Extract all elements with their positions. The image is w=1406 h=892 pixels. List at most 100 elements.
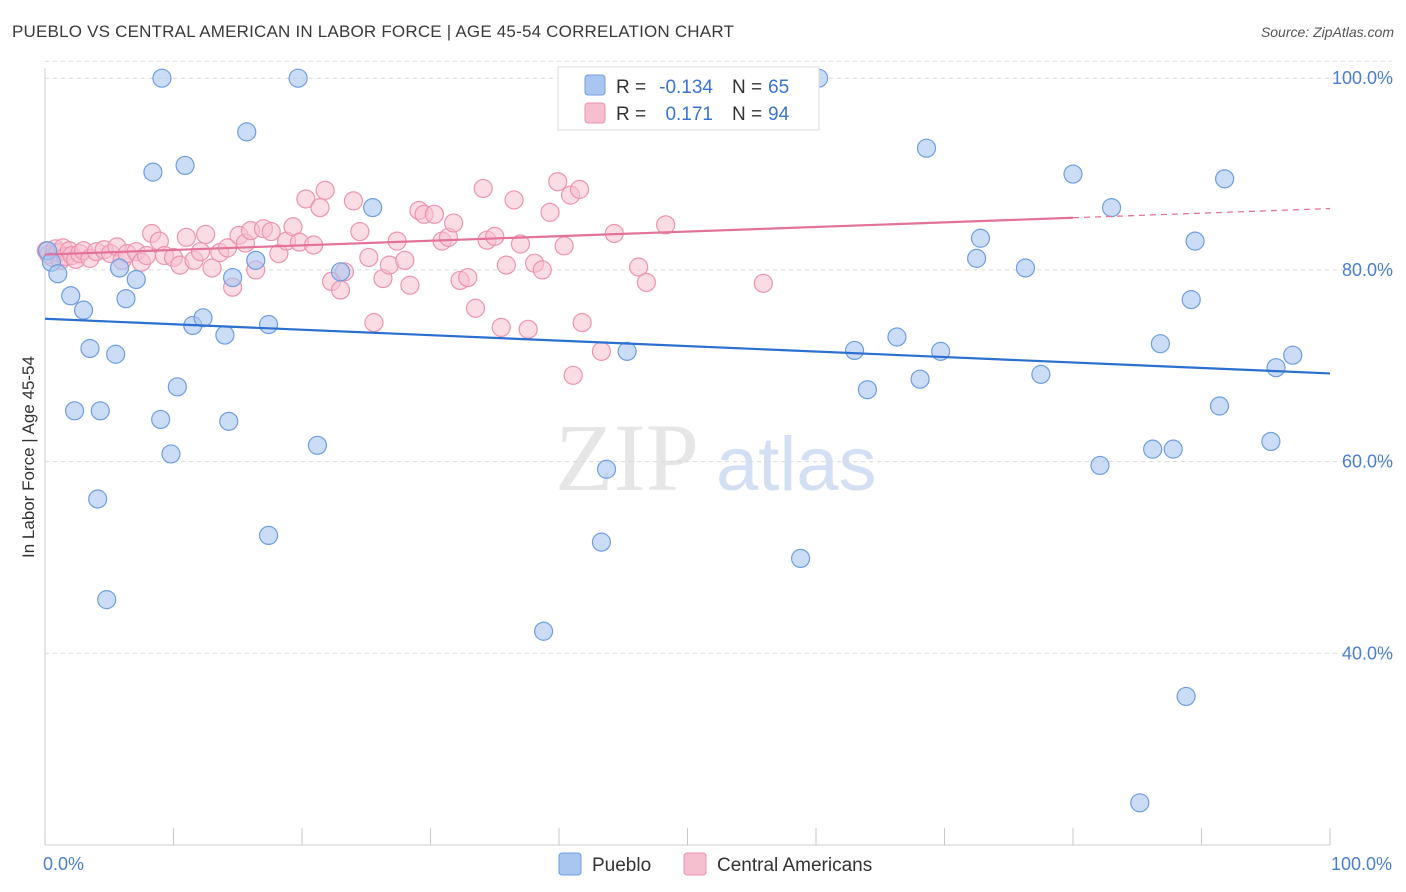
pueblo-point bbox=[151, 409, 171, 430]
central-americans-point bbox=[310, 197, 330, 218]
central-americans-point bbox=[496, 255, 516, 275]
central-americans-point bbox=[424, 204, 444, 224]
pueblo-point bbox=[97, 590, 117, 610]
pueblo-point bbox=[1181, 290, 1201, 310]
pueblo-point bbox=[126, 269, 146, 290]
pueblo-point bbox=[64, 401, 85, 421]
legend-r-label: R = bbox=[616, 104, 646, 125]
pueblo-point bbox=[970, 228, 991, 248]
pueblo-point bbox=[1163, 439, 1183, 459]
pueblo-point bbox=[1283, 345, 1303, 365]
pueblo-point bbox=[90, 401, 110, 421]
x-max-label: 100.0% bbox=[1331, 854, 1392, 874]
pueblo-point bbox=[1185, 231, 1205, 251]
pueblo-point bbox=[258, 314, 279, 335]
pueblo-point bbox=[1261, 431, 1281, 452]
watermark-zip: ZIP bbox=[555, 404, 699, 511]
central-americans-point bbox=[176, 227, 196, 247]
pueblo-point bbox=[80, 338, 100, 359]
bottom-legend-swatch-central bbox=[683, 852, 707, 876]
pueblo-point bbox=[152, 68, 172, 88]
central-americans-point bbox=[400, 275, 420, 295]
central-americans-point bbox=[296, 189, 316, 209]
pueblo-point bbox=[1209, 396, 1230, 416]
pueblo-point bbox=[1150, 334, 1170, 354]
y-axis-label: In Labor Force | Age 45-54 bbox=[19, 356, 38, 558]
central-americans-trend-line-extension bbox=[1072, 207, 1331, 219]
central-americans-point bbox=[136, 245, 157, 266]
pueblo-point bbox=[1215, 169, 1235, 189]
legend-n-label: N = bbox=[732, 77, 762, 98]
pueblo-point bbox=[844, 340, 865, 361]
pueblo-point bbox=[307, 435, 328, 455]
central-americans-points bbox=[36, 172, 773, 385]
pueblo-point bbox=[1063, 164, 1083, 184]
pueblo-point bbox=[61, 286, 81, 306]
central-americans-trend-line bbox=[44, 216, 1074, 256]
pueblo-point bbox=[330, 262, 351, 282]
pueblo-point bbox=[596, 459, 617, 479]
pueblo-trend-line bbox=[44, 317, 1331, 375]
central-americans-point bbox=[261, 221, 281, 242]
pueblo-point bbox=[73, 300, 94, 320]
bottom-legend-pueblo: Pueblo bbox=[592, 855, 651, 876]
pueblo-point bbox=[48, 264, 68, 284]
pueblo-point bbox=[1090, 455, 1110, 476]
central-americans-point bbox=[395, 250, 415, 270]
pueblo-point bbox=[167, 377, 187, 397]
legend-r-value: -0.134 bbox=[659, 77, 713, 98]
central-americans-point bbox=[359, 247, 379, 268]
pueblo-point bbox=[223, 267, 243, 288]
pueblo-point bbox=[1101, 197, 1122, 218]
pueblo-point bbox=[106, 344, 126, 364]
pueblo-point bbox=[175, 155, 195, 176]
legend-n-value: 94 bbox=[768, 104, 790, 125]
pueblo-point bbox=[1015, 258, 1036, 278]
legend-swatch-pueblo bbox=[584, 74, 606, 96]
central-americans-point bbox=[485, 226, 505, 246]
central-americans-point bbox=[554, 236, 574, 256]
pueblo-point bbox=[857, 380, 878, 400]
central-americans-point bbox=[636, 272, 656, 292]
trend-lines bbox=[44, 207, 1331, 375]
pueblo-point bbox=[1143, 439, 1163, 459]
pueblo-point bbox=[591, 532, 612, 552]
pueblo-point bbox=[1176, 686, 1196, 707]
pueblo-point bbox=[219, 411, 239, 431]
chart-title: PUEBLO VS CENTRAL AMERICAN IN LABOR FORC… bbox=[12, 22, 735, 41]
pueblo-point bbox=[237, 122, 257, 142]
central-americans-point bbox=[591, 341, 612, 361]
x-min-label: 0.0% bbox=[43, 854, 84, 874]
central-americans-point bbox=[444, 213, 464, 233]
central-americans-point bbox=[563, 365, 583, 385]
legend-swatch-central bbox=[584, 102, 606, 124]
legend-r-label: R = bbox=[616, 77, 646, 98]
central-americans-point bbox=[202, 258, 222, 278]
pueblo-point bbox=[88, 489, 108, 509]
central-americans-point bbox=[364, 313, 384, 333]
pueblo-point bbox=[790, 548, 811, 569]
x-ticks bbox=[44, 828, 1331, 845]
central-americans-point bbox=[548, 172, 568, 192]
central-americans-point bbox=[572, 313, 592, 333]
watermark-atlas: atlas bbox=[716, 422, 877, 507]
pueblo-point bbox=[533, 621, 554, 641]
pueblo-point bbox=[910, 369, 930, 389]
pueblo-point bbox=[1266, 358, 1286, 378]
watermark: ZIP atlas bbox=[555, 404, 877, 511]
central-americans-point bbox=[753, 273, 773, 293]
gridlines bbox=[45, 60, 1392, 654]
legend-r-value: 0.171 bbox=[665, 104, 713, 125]
pueblo-point bbox=[215, 325, 235, 345]
bottom-legend-central: Central Americans bbox=[717, 855, 872, 876]
pueblo-point bbox=[116, 289, 136, 309]
central-americans-point bbox=[330, 280, 351, 300]
central-americans-point bbox=[629, 257, 649, 277]
central-americans-point bbox=[190, 242, 211, 262]
central-americans-point bbox=[510, 234, 531, 254]
pueblo-point bbox=[109, 258, 130, 278]
central-americans-point bbox=[196, 224, 216, 245]
pueblo-point bbox=[967, 248, 987, 268]
central-americans-point bbox=[540, 202, 560, 222]
